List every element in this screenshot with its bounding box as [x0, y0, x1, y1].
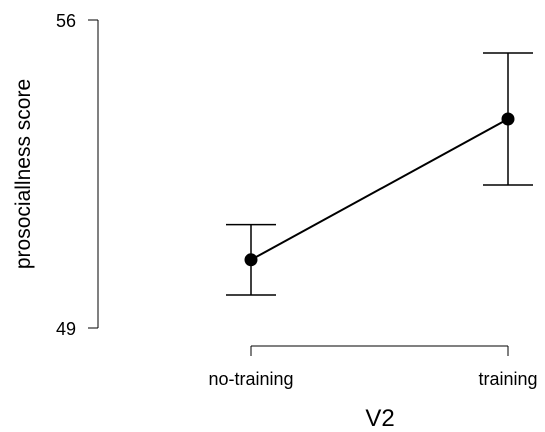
y-tick-label-0: 49: [56, 319, 76, 339]
x-axis-title: V2: [365, 405, 394, 432]
marks-layer: [226, 52, 533, 296]
y-tick-label-1: 56: [56, 11, 76, 31]
x-tick-label-0: no-training: [208, 369, 293, 389]
series-line: [250, 118, 509, 261]
data-point-0: [244, 253, 258, 267]
x-tick-label-1: training: [478, 369, 537, 389]
data-point-1: [501, 112, 515, 126]
y-axis-title: prosociallness score: [12, 79, 35, 269]
axes-layer: 49 56 no-training training: [56, 11, 538, 389]
